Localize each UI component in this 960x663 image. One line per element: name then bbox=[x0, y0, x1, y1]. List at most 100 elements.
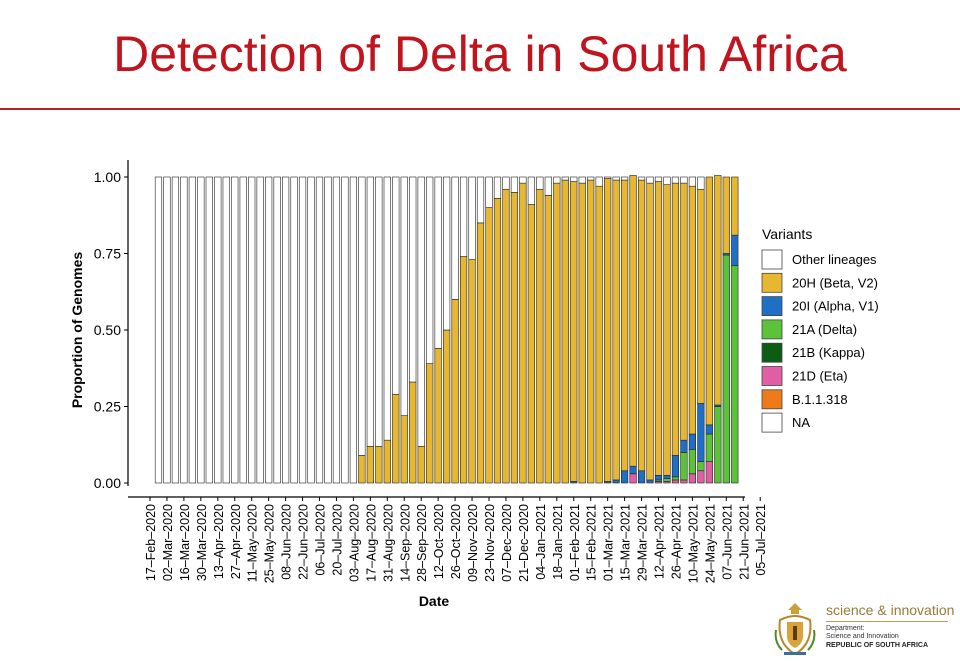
x-tick-label: 20–Jul–2020 bbox=[330, 504, 344, 576]
bar-segment-beta bbox=[604, 178, 612, 482]
bar-segment-beta bbox=[731, 176, 739, 236]
bar-segment-delta bbox=[663, 478, 671, 482]
bar-segment-other bbox=[400, 176, 408, 416]
bar-segment-delta bbox=[722, 254, 730, 484]
bar-segment-other bbox=[265, 176, 273, 484]
bar-segment-other bbox=[375, 176, 383, 447]
bar-segment-beta bbox=[612, 179, 620, 481]
x-tick-label: 21–Dec–2020 bbox=[517, 504, 531, 582]
x-tick-label: 02–Mar–2020 bbox=[161, 504, 175, 581]
bar-segment-eta bbox=[680, 479, 688, 484]
bar-segment-beta bbox=[688, 185, 696, 435]
bar-segment-beta bbox=[705, 176, 713, 426]
bar-segment-beta bbox=[654, 181, 663, 476]
bar-segment-beta bbox=[400, 415, 408, 484]
bar-segment-other bbox=[502, 176, 510, 190]
bar-segment-other bbox=[409, 176, 417, 383]
bar-segment-beta bbox=[519, 182, 527, 484]
bar-segment-beta bbox=[544, 195, 552, 484]
bar-segment-other bbox=[451, 176, 459, 300]
coat-of-arms-icon bbox=[774, 603, 816, 656]
bar-segment-other bbox=[231, 176, 239, 484]
x-tick-label: 23–Nov–2020 bbox=[483, 504, 497, 582]
legend-title: Variants bbox=[762, 226, 812, 242]
y-tick-label: 0.75 bbox=[94, 246, 121, 262]
bar-segment-beta bbox=[527, 204, 535, 484]
bar-segment-other bbox=[281, 176, 290, 484]
bar-segment-beta bbox=[392, 393, 400, 484]
bar-segment-other bbox=[434, 176, 442, 349]
bar-segment-beta bbox=[358, 455, 366, 484]
legend-label: 21D (Eta) bbox=[792, 369, 848, 384]
bar-segment-delta bbox=[731, 265, 739, 484]
bar-segment-beta bbox=[570, 181, 578, 482]
bar-segment-beta bbox=[646, 182, 654, 481]
x-tick-label: 12–Oct–2020 bbox=[432, 504, 446, 579]
bar-segment-beta bbox=[468, 259, 476, 484]
brand-divider bbox=[826, 621, 948, 622]
x-tick-label: 31–Aug–2020 bbox=[381, 504, 395, 582]
bar-segment-other bbox=[536, 176, 544, 190]
bar-segment-other bbox=[222, 176, 230, 484]
bar-segment-eta bbox=[705, 461, 713, 484]
x-tick-label: 26–Oct–2020 bbox=[449, 504, 463, 579]
bar-segment-other bbox=[417, 176, 425, 447]
bar-segment-alpha bbox=[612, 479, 620, 484]
bar-segment-other bbox=[443, 176, 451, 331]
x-tick-label: 06–Jul–2020 bbox=[314, 504, 328, 576]
bar-segment-alpha bbox=[629, 465, 637, 475]
bar-segment-alpha bbox=[680, 439, 688, 453]
bar-segment-alpha bbox=[620, 470, 629, 484]
x-tick-label: 07–Dec–2020 bbox=[500, 504, 514, 582]
bar-segment-other bbox=[697, 176, 705, 190]
bar-segment-beta bbox=[510, 192, 519, 484]
x-tick-label: 09–Nov–2020 bbox=[466, 504, 480, 582]
bar-segment-other bbox=[256, 176, 264, 484]
x-tick-label: 12–Apr–2021 bbox=[653, 504, 667, 579]
bar-segment-other bbox=[561, 176, 569, 181]
x-tick-label: 22–Jun–2020 bbox=[297, 504, 311, 580]
x-tick-label: 29–Mar–2021 bbox=[636, 504, 650, 581]
bar-segment-beta bbox=[561, 179, 569, 484]
legend-label: 20H (Beta, V2) bbox=[792, 275, 878, 290]
bar-segment-other bbox=[273, 176, 281, 484]
legend-swatch bbox=[761, 366, 783, 386]
legend-swatch bbox=[761, 389, 783, 410]
bar-segment-other bbox=[654, 176, 663, 182]
x-tick-label: 11–May–2020 bbox=[246, 504, 260, 582]
bar-segment-other bbox=[595, 176, 603, 187]
bar-segment-beta bbox=[697, 188, 705, 404]
bar-segment-other bbox=[332, 176, 341, 484]
footer-brand: science & innovation Department: Science… bbox=[772, 598, 955, 660]
bar-segment-delta bbox=[705, 433, 713, 462]
bar-segment-other bbox=[366, 176, 374, 447]
bar-segment-other bbox=[519, 176, 527, 184]
y-axis-title: Proportion of Genomes bbox=[69, 252, 85, 409]
bar-segment-other bbox=[553, 176, 561, 184]
bar-segment-beta bbox=[680, 182, 688, 441]
legend-swatch bbox=[761, 296, 783, 317]
bar-segment-beta bbox=[426, 363, 434, 484]
bar-segment-other bbox=[587, 176, 595, 181]
bar-segment-other bbox=[663, 176, 671, 185]
x-tick-label: 08–Jun–2020 bbox=[280, 504, 294, 580]
bar-segment-other bbox=[637, 176, 646, 181]
bar-segment-beta bbox=[476, 222, 485, 484]
bar-segment-other bbox=[468, 176, 476, 260]
legend-swatch bbox=[761, 319, 783, 340]
country-label: REPUBLIC OF SOUTH AFRICA bbox=[826, 642, 929, 649]
bar-segment-other bbox=[341, 176, 349, 484]
bar-segment-beta bbox=[434, 348, 442, 484]
y-tick-label: 0.25 bbox=[94, 399, 121, 415]
legend-swatch bbox=[761, 412, 783, 433]
bar-segment-beta bbox=[578, 182, 586, 484]
x-axis-title: Date bbox=[419, 593, 450, 609]
bar-segment-other bbox=[163, 176, 171, 484]
brand-name: science & innovation bbox=[826, 602, 955, 618]
bar-segment-delta bbox=[714, 406, 722, 484]
bar-segment-other bbox=[680, 176, 688, 184]
bar-segment-alpha bbox=[731, 234, 739, 267]
bar-segment-other bbox=[620, 176, 629, 181]
bar-segment-other bbox=[612, 176, 620, 181]
bar-segment-beta bbox=[536, 188, 544, 484]
